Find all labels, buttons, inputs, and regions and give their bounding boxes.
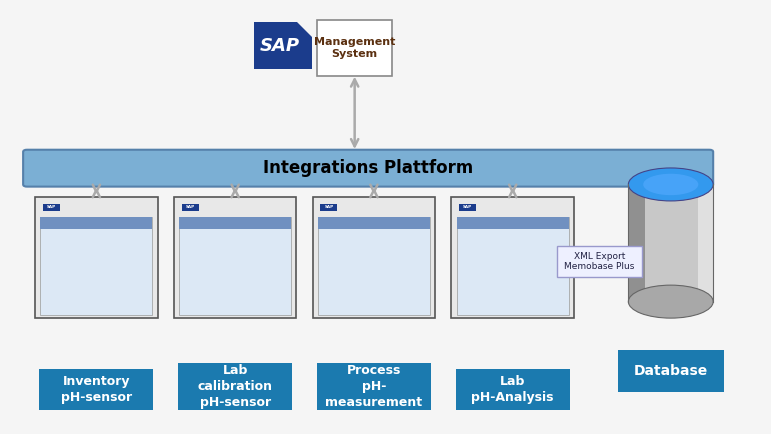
FancyBboxPatch shape (39, 369, 153, 410)
Bar (318, 217, 430, 229)
Bar (181, 204, 199, 211)
Bar (179, 217, 291, 315)
Bar (40, 217, 152, 315)
Text: XML Export
Memobase Plus: XML Export Memobase Plus (564, 252, 635, 271)
Bar (699, 184, 713, 302)
Text: Integrations Plattform: Integrations Plattform (263, 159, 473, 177)
Text: SAP: SAP (47, 205, 56, 210)
Ellipse shape (643, 174, 699, 195)
Bar (318, 217, 430, 315)
FancyBboxPatch shape (313, 197, 435, 318)
Bar (460, 204, 476, 211)
FancyBboxPatch shape (456, 369, 570, 410)
Text: SAP: SAP (259, 36, 300, 55)
Ellipse shape (628, 285, 713, 318)
Text: Lab
calibration
pH-sensor: Lab calibration pH-sensor (197, 364, 273, 409)
Bar (321, 204, 338, 211)
FancyBboxPatch shape (254, 22, 312, 69)
Bar (40, 217, 152, 229)
FancyBboxPatch shape (23, 150, 713, 187)
Text: SAP: SAP (186, 205, 194, 210)
Text: Process
pH-
measurement: Process pH- measurement (325, 364, 423, 409)
Ellipse shape (628, 168, 713, 201)
Text: SAP: SAP (463, 205, 472, 210)
FancyBboxPatch shape (618, 350, 724, 392)
FancyBboxPatch shape (317, 20, 392, 76)
Text: Lab
pH-Analysis: Lab pH-Analysis (471, 375, 554, 404)
FancyBboxPatch shape (173, 197, 296, 318)
FancyBboxPatch shape (317, 363, 431, 410)
FancyBboxPatch shape (178, 363, 292, 410)
FancyBboxPatch shape (35, 197, 157, 318)
Bar (628, 184, 645, 302)
Bar (179, 217, 291, 229)
Polygon shape (297, 22, 312, 37)
Text: Database: Database (634, 364, 708, 378)
Text: Management
System: Management System (314, 37, 396, 59)
Text: Inventory
pH-sensor: Inventory pH-sensor (61, 375, 132, 404)
Text: SAP: SAP (325, 205, 333, 210)
FancyBboxPatch shape (557, 246, 642, 277)
FancyBboxPatch shape (452, 197, 574, 318)
Bar (628, 184, 713, 302)
Bar (456, 217, 568, 229)
Bar (456, 217, 568, 315)
Bar (43, 204, 60, 211)
